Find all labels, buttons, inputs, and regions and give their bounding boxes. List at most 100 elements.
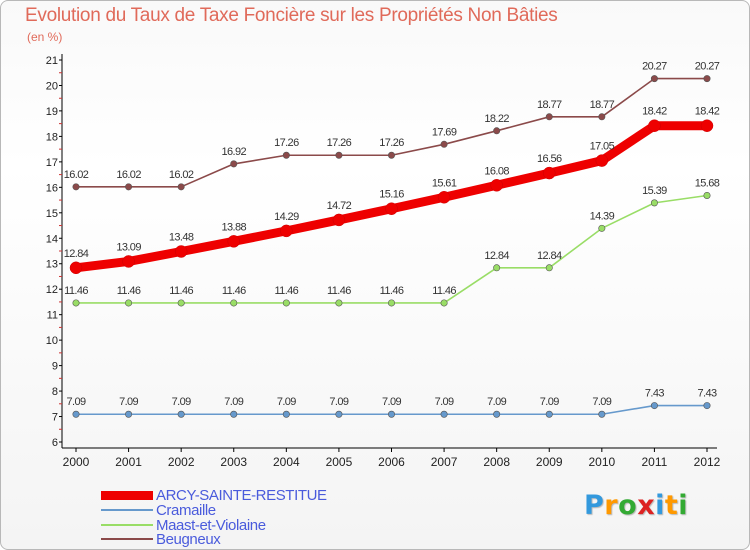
data-point	[332, 213, 346, 227]
data-point	[72, 410, 80, 418]
data-label: 17.26	[274, 137, 299, 149]
data-label: 17.69	[432, 126, 457, 138]
data-point	[648, 119, 661, 132]
data-label: 11.46	[169, 285, 193, 297]
data-point	[177, 299, 185, 307]
x-tick-label: 2006	[378, 455, 405, 469]
data-label: 16.56	[537, 153, 562, 165]
data-label: 7.09	[66, 396, 85, 408]
y-tick-label: 13	[46, 259, 58, 271]
legend-label: Maast-et-Violaine	[156, 516, 266, 534]
data-point	[282, 410, 290, 418]
legend-item-cramaille: Cramaille	[101, 501, 216, 519]
data-label: 13.88	[221, 221, 246, 233]
data-label: 7.09	[172, 396, 191, 408]
data-label: 18.42	[642, 106, 667, 118]
data-point	[335, 410, 343, 418]
data-point	[650, 75, 658, 83]
y-tick-label: 11	[47, 310, 58, 322]
x-tick-label: 2011	[642, 455, 668, 469]
data-label: 7.09	[382, 396, 401, 408]
y-tick-label: 17	[46, 157, 58, 169]
data-point	[122, 255, 135, 268]
data-point	[282, 151, 290, 159]
data-label: 16.08	[484, 165, 509, 177]
data-label: 14.72	[327, 200, 352, 212]
data-label: 20.27	[695, 61, 720, 73]
data-label: 17.05	[590, 141, 615, 153]
legend-swatch	[101, 538, 153, 540]
data-point	[595, 154, 609, 167]
y-tick-label: 10	[46, 335, 58, 347]
data-label: 16.92	[221, 146, 246, 158]
data-point	[493, 264, 501, 272]
data-point	[387, 410, 395, 418]
data-point	[125, 299, 133, 307]
data-point	[545, 410, 553, 418]
data-point	[543, 166, 556, 180]
x-tick-label: 2012	[694, 455, 721, 469]
data-label: 7.09	[119, 396, 138, 408]
data-label: 16.02	[116, 169, 141, 181]
data-point	[72, 183, 80, 191]
y-tick-label: 12	[46, 284, 58, 296]
data-point	[598, 224, 606, 232]
logo-letter: t	[664, 490, 679, 521]
data-label: 18.22	[484, 113, 509, 125]
logo-letter: x	[637, 490, 656, 521]
x-tick-label: 2007	[431, 455, 458, 469]
y-tick-label: 15	[46, 208, 58, 220]
data-point	[230, 160, 238, 168]
data-point	[703, 75, 711, 83]
legend-item-beugneux: Beugneux	[101, 531, 221, 548]
data-label: 20.27	[642, 61, 667, 73]
data-point	[125, 183, 133, 191]
data-label: 12.84	[537, 250, 562, 262]
data-label: 13.48	[169, 232, 194, 244]
data-label: 14.29	[274, 211, 299, 223]
x-tick-label: 2005	[326, 455, 353, 469]
data-point	[493, 127, 501, 135]
data-point	[387, 151, 395, 159]
legend-label: Cramaille	[156, 501, 216, 519]
logo-letter: i	[678, 490, 689, 521]
data-label: 17.26	[327, 137, 352, 149]
x-tick-label: 2010	[588, 455, 615, 469]
data-point	[700, 119, 714, 132]
data-point	[490, 179, 503, 192]
data-label: 7.09	[487, 396, 506, 408]
data-point	[335, 151, 343, 159]
data-point	[335, 299, 343, 307]
data-label: 12.84	[484, 250, 509, 262]
data-label: 16.02	[64, 169, 89, 181]
data-point	[440, 140, 448, 148]
data-point	[177, 410, 185, 418]
data-label: 18.77	[537, 99, 562, 111]
data-label: 11.46	[117, 285, 141, 297]
data-label: 16.02	[169, 169, 194, 181]
data-point	[437, 191, 451, 204]
legend-item-arcy-sainte-restitue: ARCY-SAINTE-RESTITUE	[101, 487, 327, 504]
data-label: 7.43	[697, 388, 716, 400]
x-tick-label: 2004	[273, 455, 300, 469]
data-point	[545, 113, 553, 121]
chart-title: Evolution du Taux de Taxe Foncière sur l…	[25, 5, 558, 26]
data-point	[650, 199, 658, 207]
data-point	[72, 299, 80, 307]
data-label: 7.09	[435, 396, 454, 408]
legend-item-maast-et-violaine: Maast-et-Violaine	[101, 516, 266, 534]
logo-letter: o	[618, 490, 638, 521]
data-point	[230, 410, 238, 418]
data-point	[227, 235, 240, 248]
data-point	[177, 183, 185, 191]
data-label: 7.09	[224, 396, 243, 408]
logo-letter: P	[584, 490, 605, 521]
unit-label: (en %)	[27, 30, 63, 44]
data-label: 11.46	[380, 285, 404, 297]
data-label: 15.39	[642, 185, 667, 197]
data-label: 12.84	[64, 248, 89, 260]
x-tick-label: 2000	[63, 455, 90, 469]
x-tick-label: 2003	[220, 455, 247, 469]
data-point	[545, 264, 553, 272]
